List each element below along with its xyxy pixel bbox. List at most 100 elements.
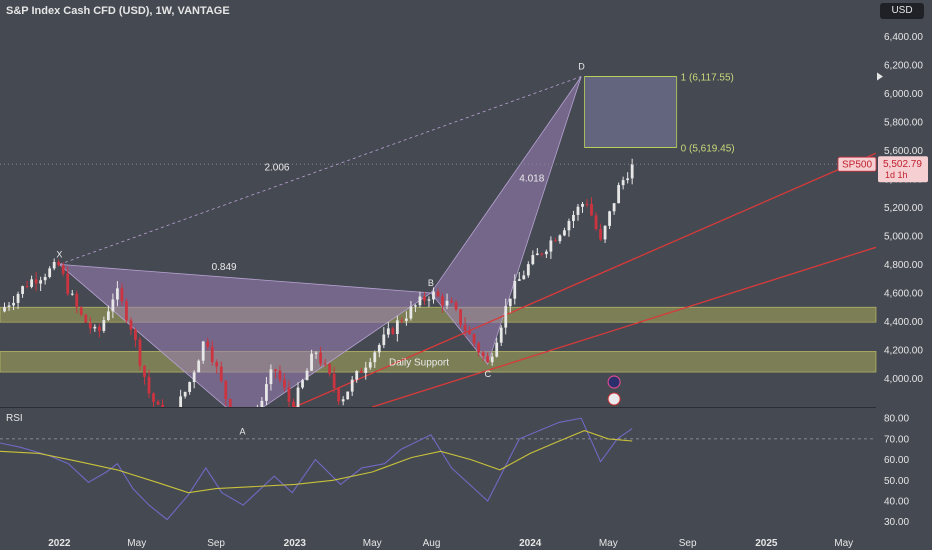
candle [404,311,408,326]
candle-body [517,279,521,281]
candle [233,416,236,432]
candle [513,274,517,305]
candle-body [120,288,124,302]
time-tick-label: May [127,538,146,549]
candle [350,376,354,396]
candle [228,398,232,407]
candle [97,323,101,338]
price-tick-label: 6,400.00 [884,32,923,43]
candle-body [558,235,562,242]
candle-body [346,391,350,400]
candle-body [477,343,481,353]
candle-body [215,361,219,367]
candle-body [138,339,142,366]
candle-body [197,360,201,373]
candle-body [242,439,245,443]
candle-body [161,404,164,407]
candle [603,225,607,243]
candle [445,293,449,310]
candle [400,317,404,324]
rsi-tick-label: 80.00 [884,414,909,425]
candle [219,361,223,383]
candle [346,391,350,400]
candle-body [567,221,571,231]
candle [554,237,557,242]
candle-body [84,314,88,323]
candle [152,392,155,407]
candle [125,298,128,324]
candle-body [423,296,426,301]
countdown: 1d 1h [885,170,908,180]
time-tick-label: 2025 [755,538,778,549]
candle [427,296,431,308]
candle-body [183,391,187,397]
candle-body [3,306,6,312]
candle-body [247,441,250,443]
candle [436,288,440,298]
candle [558,234,562,244]
rsi-pane [0,412,876,532]
candle [84,313,88,323]
candle-body [544,251,548,255]
candle-body [219,366,223,381]
candle [495,337,499,358]
candle-body [129,320,133,330]
harmonic-triangle [430,76,582,366]
candle [319,346,322,367]
candle-body [278,370,282,380]
candle [391,326,395,336]
candle-body [468,330,472,335]
candle-body [179,396,183,407]
candle-body [481,352,485,357]
candle-body [70,293,74,295]
candle [134,327,137,348]
candle-body [260,400,264,407]
candle-body [355,370,359,380]
candle-body [287,387,291,402]
candle [12,296,15,311]
rsi-line [0,417,633,521]
price-tick-label: 4,200.00 [884,345,923,356]
candle [382,327,386,349]
candle-body [377,345,381,353]
candle-body [292,401,295,407]
candle [590,197,593,217]
rsi-ma-line [0,430,633,494]
candle-body [175,414,178,415]
currency-button[interactable]: USD [880,3,924,19]
candle-body [228,399,232,407]
candle-body [201,341,205,361]
candle-body [156,401,160,405]
candle [341,396,345,406]
candle [247,434,250,448]
flag-icon[interactable] [607,392,621,406]
candle [481,350,485,361]
pattern-ratio: 2.006 [264,162,289,173]
candle [540,252,544,257]
candle-body [463,324,467,331]
candle [549,236,553,259]
candle [612,203,616,215]
candle [7,301,11,311]
candle [526,261,530,278]
candle [377,343,381,358]
candle-body [61,265,65,274]
candle [120,283,124,306]
time-tick-label: Sep [207,538,225,549]
candle-body [319,352,322,364]
candle [175,414,178,419]
event-icon[interactable] [607,375,621,389]
symbol-name: SP500 [842,160,872,171]
candle [477,341,481,357]
candle-body [454,302,458,310]
candle [314,351,318,359]
candle [251,417,254,446]
candle-body [404,318,408,321]
candle [242,435,245,446]
candle [106,305,110,322]
candle [608,210,611,230]
pattern-point-b: B [428,278,434,288]
candle [39,276,43,292]
candle-body [337,388,341,402]
